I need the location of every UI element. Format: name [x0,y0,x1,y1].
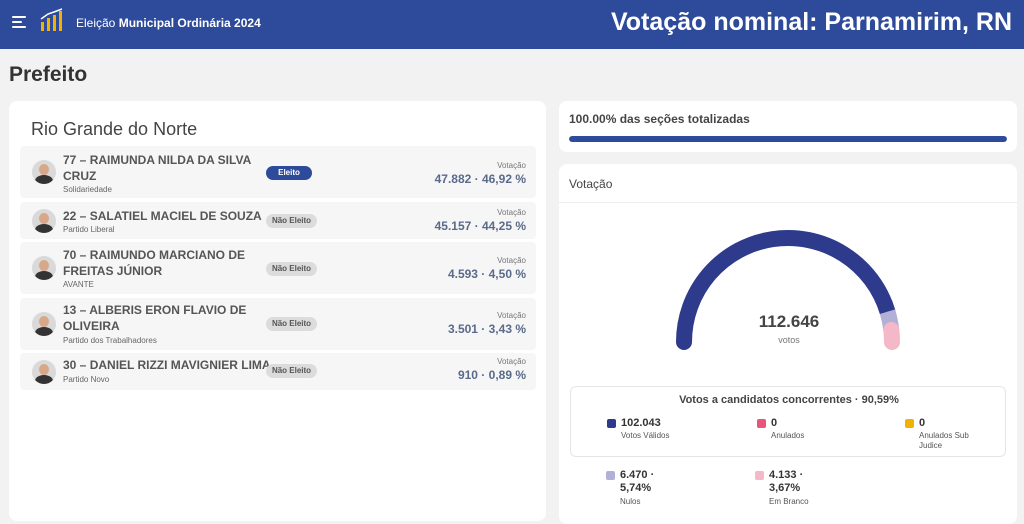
legend-value: 102.043 [621,417,661,429]
candidate-avatar [32,209,56,233]
candidate-row[interactable]: 13 – ALBERIS ERON FLAVIO DE OLIVEIRA Par… [20,298,536,350]
votes-label: Votação [497,161,526,170]
votes-value: 3.501 · 3,43 % [447,322,526,336]
totalization-progress-bar [569,136,1007,142]
page-heading: Votação nominal: Parnamirim, RN [610,8,1012,36]
app-title: Eleição Municipal Ordinária 2024 [76,16,261,30]
legend-swatch [607,419,616,428]
votes-card-title: Votação [569,177,613,191]
totalization-card: 100.00% das seções totalizadas [559,101,1017,152]
status-badge: Não Eleito [266,317,317,331]
candidate-row[interactable]: 30 – DANIEL RIZZI MAVIGNIER LIMA Partido… [20,353,536,390]
candidate-avatar [32,160,56,184]
legend-value: 0 [919,417,926,429]
candidate-avatar [32,256,56,280]
candidate-row[interactable]: 77 – RAIMUNDA NILDA DA SILVA CRUZ Solida… [20,146,536,198]
legend-label: Anulados [771,431,805,440]
state-title: Rio Grande do Norte [31,119,198,139]
votes-value: 45.157 · 44,25 % [434,219,526,233]
totalization-label: 100.00% das seções totalizadas [569,112,750,126]
total-votes-unit: votos [778,335,800,345]
votes-value: 47.882 · 46,92 % [434,172,526,186]
legend-value: 4.133 · 3,67% [769,469,804,494]
summary-title: Votos a candidatos concorrentes · 90,59% [679,394,899,406]
candidate-avatar [32,360,56,384]
candidates-card: Rio Grande do Norte 77 – RAIMUNDA NILDA … [9,101,546,521]
bar-chart-logo-icon [40,8,63,31]
gauge-segment-validos [676,230,896,350]
votes-label: Votação [497,208,526,217]
total-votes-value: 112.646 [758,312,820,331]
legend-value: 0 [771,417,778,429]
section-title: Prefeito [9,63,88,86]
votes-value: 910 · 0,89 % [457,368,526,382]
legend-label: Em Branco [769,497,809,506]
legend-swatch [905,419,914,428]
votes-summary-box: Votos a candidatos concorrentes · 90,59%… [570,386,1006,457]
legend-swatch [606,471,615,480]
status-badge: Eleito [266,166,312,180]
status-badge: Não Eleito [266,262,317,276]
status-badge: Não Eleito [266,364,317,378]
votes-label: Votação [497,311,526,320]
legend-label: Nulos [620,497,641,506]
candidate-party: AVANTE [63,280,94,289]
app-title-prefix: Eleição [76,16,116,30]
candidate-name: 22 – SALATIEL MACIEL DE SOUZA [63,209,262,223]
candidate-name: 77 – RAIMUNDA NILDA DA SILVA CRUZ [63,153,251,183]
top-bar: Eleição Municipal Ordinária 2024 Votação… [0,0,1024,49]
gauge-segment-brancos [883,322,900,350]
candidate-row[interactable]: 70 – RAIMUNDO MARCIANO DE FREITAS JÚNIOR… [20,242,536,294]
votes-gauge-chart [676,230,900,350]
legend-value: 6.470 · 5,74% [620,469,655,494]
candidate-party: Partido dos Trabalhadores [63,336,157,345]
totalization-progress-fill [569,136,1007,142]
candidate-name: 30 – DANIEL RIZZI MAVIGNIER LIMA [63,358,271,372]
candidate-party: Partido Liberal [63,225,115,234]
hamburger-menu-icon[interactable] [12,16,26,28]
app-title-bold: Municipal Ordinária 2024 [118,16,261,30]
legend-swatch [757,419,766,428]
candidate-row[interactable]: 22 – SALATIEL MACIEL DE SOUZA Partido Li… [20,202,536,239]
votes-label: Votação [497,357,526,366]
legend-label: Votos Válidos [621,431,670,440]
votes-label: Votação [497,256,526,265]
divider [559,202,1017,203]
legend-swatch [755,471,764,480]
votes-value: 4.593 · 4,50 % [447,267,526,281]
candidate-party: Partido Novo [63,375,110,384]
candidate-party: Solidariedade [63,185,112,194]
status-badge: Não Eleito [266,214,317,228]
candidate-name: 70 – RAIMUNDO MARCIANO DE FREITAS JÚNIOR [63,248,246,278]
candidate-name: 13 – ALBERIS ERON FLAVIO DE OLIVEIRA [63,303,247,333]
candidate-avatar [32,312,56,336]
legend-label: Anulados Sub Judice [919,431,969,450]
votes-card: Votação 112.646 votos Votos a candidatos… [559,164,1017,524]
